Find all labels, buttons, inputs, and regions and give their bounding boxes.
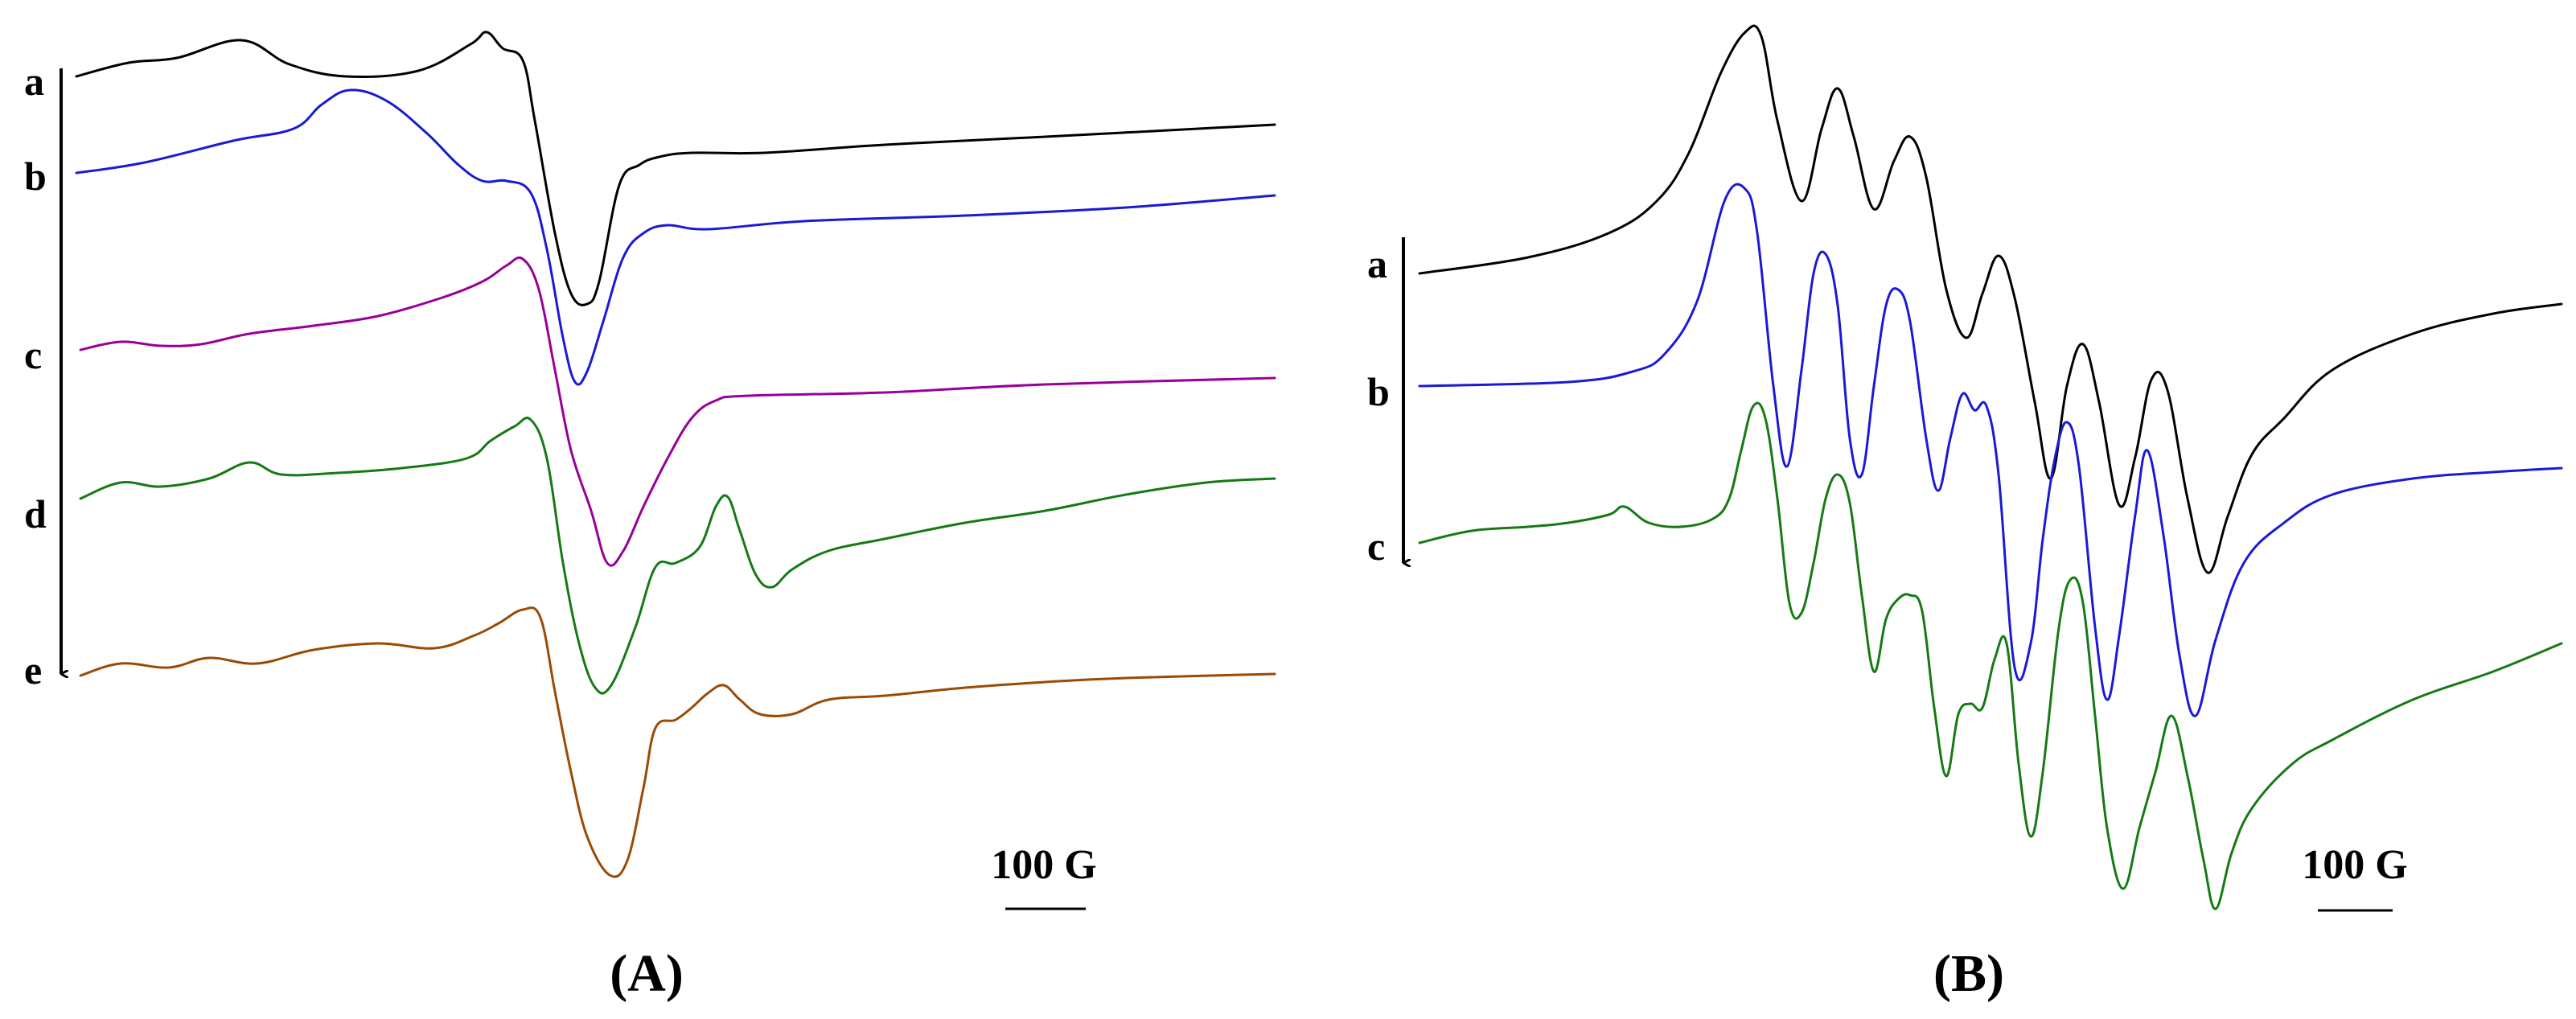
panel-a-label-e: e bbox=[24, 647, 42, 692]
panel-a-trace-a bbox=[75, 31, 1276, 306]
panel-b-title: (B) bbox=[1933, 944, 2004, 1003]
panel-a-title: (A) bbox=[610, 944, 684, 1003]
panel-b-trace-b bbox=[1418, 183, 2563, 717]
panel-a-scale-label: 100 G bbox=[991, 842, 1096, 888]
panel-a-label-c: c bbox=[24, 332, 42, 377]
panel-a-trace-d bbox=[79, 417, 1276, 695]
panel-a-trace-c bbox=[79, 256, 1276, 567]
panel-b-label-c: c bbox=[1367, 524, 1385, 569]
panel-b-label-a: a bbox=[1367, 241, 1387, 286]
panel-a-label-a: a bbox=[24, 59, 44, 104]
panel-a-label-d: d bbox=[24, 491, 47, 536]
panel-b-label-b: b bbox=[1367, 369, 1390, 414]
panel-a-label-b: b bbox=[24, 154, 47, 199]
panel-b-trace-a bbox=[1418, 24, 2563, 574]
panel-a-trace-b bbox=[75, 88, 1276, 386]
panel-b-trace-c bbox=[1418, 401, 2563, 910]
panel-a: a b c d e 100 G (A) bbox=[24, 31, 1276, 1003]
panel-b: a b c 100 G (B) bbox=[1367, 24, 2563, 1003]
panel-b-scale-label: 100 G bbox=[2302, 842, 2407, 888]
panel-a-trace-e bbox=[79, 606, 1276, 878]
